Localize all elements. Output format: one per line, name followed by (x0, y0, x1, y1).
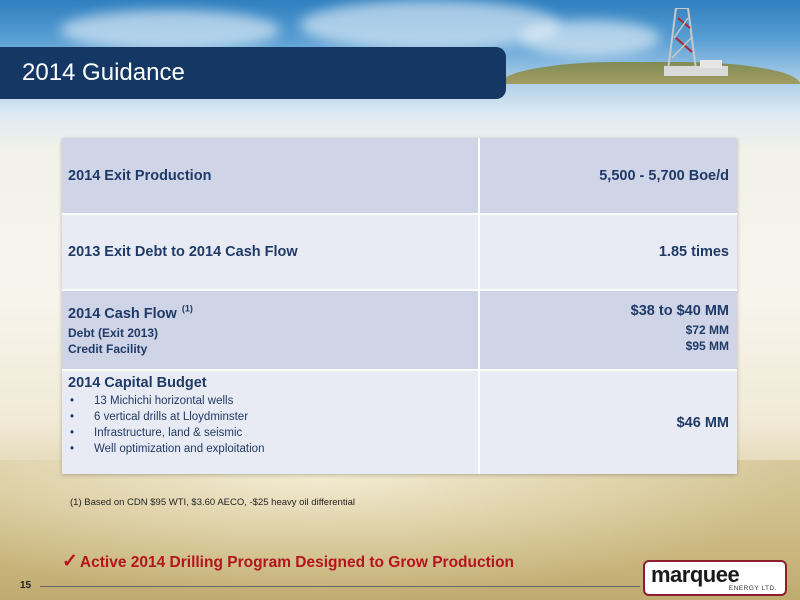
table-row: 2014 Cash Flow (1) Debt (Exit 2013) Cred… (62, 291, 737, 371)
credit-facility-value: $95 MM (685, 339, 729, 353)
title-bar: 2014 Guidance (0, 47, 506, 99)
debt-exit-value: $72 MM (685, 323, 729, 337)
guidance-table: 2014 Exit Production 5,500 - 5,700 Boe/d… (62, 138, 737, 474)
list-item: Well optimization and exploitation (68, 441, 472, 457)
capital-budget-label: 2014 Capital Budget (68, 375, 207, 391)
takeaway-text: Active 2014 Drilling Program Designed to… (79, 554, 515, 571)
exit-production-value: 5,500 - 5,700 Boe/d (599, 167, 729, 184)
capital-budget-list: 13 Michichi horizontal wells 6 vertical … (68, 393, 472, 457)
footnote: (1) Based on CDN $95 WTI, $3.60 AECO, -$… (70, 497, 355, 508)
cash-flow-value: $38 to $40 MM (630, 303, 729, 319)
logo-subtitle: ENERGY LTD. (728, 585, 777, 592)
table-row: 2014 Exit Production 5,500 - 5,700 Boe/d (62, 138, 737, 215)
company-logo: marquee ENERGY LTD. (643, 560, 787, 596)
debt-to-cashflow-label: 2013 Exit Debt to 2014 Cash Flow (68, 244, 298, 260)
takeaway-statement: ✓ Active 2014 Drilling Program Designed t… (62, 550, 514, 573)
list-item: 13 Michichi horizontal wells (68, 393, 472, 409)
page-number: 15 (20, 580, 32, 591)
cash-flow-footnote-ref: (1) (181, 303, 193, 314)
debt-exit-label: Debt (Exit 2013) (68, 326, 159, 340)
credit-facility-label: Credit Facility (68, 342, 148, 356)
list-item: 6 vertical drills at Lloydminster (68, 409, 472, 425)
table-row: 2013 Exit Debt to 2014 Cash Flow 1.85 ti… (62, 215, 737, 291)
footer-divider (40, 586, 640, 587)
drilling-rig-image (664, 8, 728, 76)
page-title: 2014 Guidance (22, 59, 185, 86)
list-item: Infrastructure, land & seismic (68, 425, 472, 441)
table-row: 2014 Capital Budget 13 Michichi horizont… (62, 371, 737, 474)
capital-budget-value: $46 MM (676, 414, 729, 431)
cash-flow-label: 2014 Cash Flow (68, 306, 177, 322)
debt-to-cashflow-value: 1.85 times (658, 244, 729, 260)
exit-production-label: 2014 Exit Production (68, 167, 212, 184)
logo-wordmark: marquee (651, 562, 740, 587)
checkmark-icon: ✓ (62, 551, 78, 572)
